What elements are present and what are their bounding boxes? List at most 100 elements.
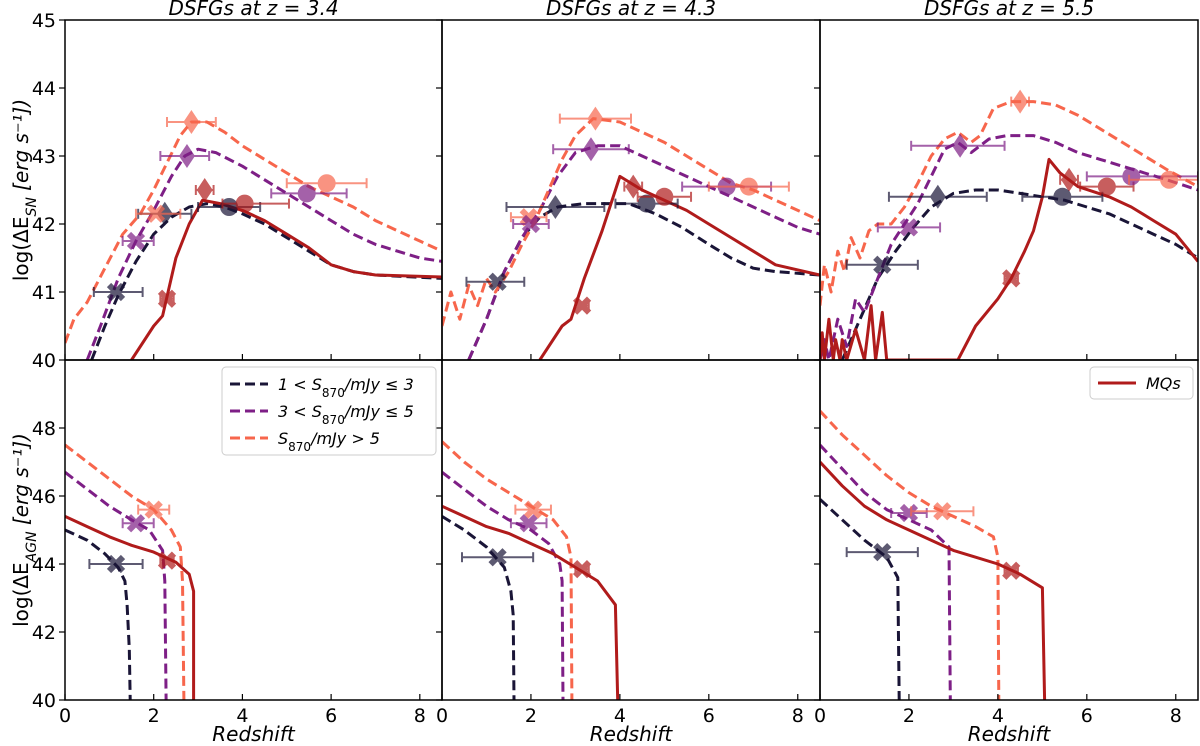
panel-agn-3: 0 2 4 6 8 (814, 359, 1199, 727)
series-line-mq (65, 515, 196, 700)
data-point-mid (910, 133, 1006, 158)
data-point-mq (636, 187, 693, 206)
y-tick-label: 43 (32, 146, 56, 168)
plot-area (442, 440, 620, 700)
x-tick-label: 0 (814, 705, 826, 727)
data-point-high (134, 204, 182, 223)
y-label-unit: [erg s⁻¹]) (9, 99, 33, 197)
marker-x (899, 218, 919, 237)
marker-x (873, 255, 892, 274)
legend-dsfg: 1 < S870/mJy ≤ 33 < S870/mJy ≤ 5S870/mJy… (221, 366, 437, 456)
plot-area (820, 409, 1047, 700)
legend-label-low: 1 < S870/mJy ≤ 3 (278, 375, 414, 400)
data-point-high (514, 500, 552, 519)
x-tick-label: 2 (903, 705, 915, 727)
series-line-mid (85, 147, 442, 360)
series-line-high (65, 443, 186, 700)
data-point-low (461, 548, 535, 567)
series-line-mid (820, 134, 1198, 360)
data-point-mid (1085, 167, 1198, 186)
marker-x (126, 231, 146, 251)
data-point-low (92, 282, 144, 302)
legend-mq: MQs (1089, 366, 1194, 400)
marker-diamond (547, 195, 564, 219)
data-point-high (910, 502, 975, 521)
marker-x (873, 542, 892, 562)
legend-label-high: S870/mJy > 5 (278, 429, 380, 454)
marker-circle (655, 187, 674, 206)
series-line-high (442, 440, 574, 700)
x-tick-label: 4 (614, 705, 626, 727)
y-tick-label: 45 (32, 10, 56, 32)
marker-circle (1053, 187, 1072, 206)
x-tick-label: 6 (1081, 705, 1093, 727)
marker-x (144, 500, 163, 519)
series-line-mid (820, 443, 952, 700)
y-tick-label: 41 (32, 282, 56, 304)
y-label-main: log(ΔE (9, 562, 33, 627)
marker-x (146, 204, 166, 223)
data-point-high (166, 110, 217, 134)
marker-x (488, 272, 507, 291)
series-line-low (442, 515, 516, 700)
marker-diamond (582, 137, 599, 162)
x-tick-label: 4 (992, 705, 1004, 727)
panel-frame (64, 19, 443, 361)
data-point-mq (221, 194, 290, 213)
legend-label-post: /mJy ≤ 3 (343, 375, 414, 394)
marker-circle (297, 184, 316, 203)
series-line-low (840, 188, 1198, 360)
marker-x (157, 289, 177, 308)
marker-x (106, 554, 126, 574)
data-point-high (1010, 89, 1031, 114)
marker-diamond (196, 178, 213, 202)
data-point-high (558, 106, 632, 131)
data-point-mid (121, 231, 155, 251)
x-tick-label: 0 (59, 705, 71, 727)
series-line-mq (538, 174, 820, 360)
legend-frame (221, 366, 437, 456)
series-line-high (820, 409, 1001, 700)
marker-circle (1160, 170, 1179, 189)
legend-label-mq: MQs (1146, 374, 1181, 393)
marker-diamond (1061, 167, 1078, 192)
series-line-mq (442, 504, 620, 700)
data-point-mq (157, 289, 177, 308)
marker-circle (220, 198, 239, 216)
legend-label-pre: 1 < S (278, 375, 322, 394)
panel-frame (819, 359, 1199, 701)
panel-title: DSFGs at z = 4.3 (546, 0, 716, 20)
data-point-low (505, 195, 606, 219)
marker-circle (1097, 177, 1116, 196)
x-tick-label: 0 (436, 705, 448, 727)
y-tick-label: 46 (32, 486, 56, 508)
data-point-mid (159, 144, 211, 168)
data-point-low (845, 542, 919, 562)
marker-circle (235, 194, 254, 213)
x-axis-label: Redshift (968, 722, 1052, 746)
marker-x (899, 503, 919, 523)
y-tick-label: 42 (32, 214, 56, 236)
marker-diamond (587, 106, 604, 131)
marker-circle (637, 194, 656, 213)
series-line-mq (820, 460, 1047, 700)
marker-diamond (1012, 89, 1029, 114)
marker-diamond (178, 144, 195, 168)
legend-label-pre: 3 < S (278, 402, 322, 421)
panel-agn-2: 0 2 4 6 8 (436, 359, 821, 727)
data-point-high (285, 174, 368, 193)
y-tick-label: 40 (32, 350, 56, 372)
data-point-mid (270, 184, 348, 203)
data-point-mq (157, 551, 177, 570)
series-line-mid (467, 144, 820, 360)
panel-title: DSFGs at z = 5.5 (924, 0, 1094, 20)
x-axis-label: Redshift (590, 722, 674, 746)
panel-sn-3 (814, 19, 1199, 361)
y-tick-label: 42 (32, 622, 56, 644)
x-tick-label: 2 (525, 705, 537, 727)
marker-diamond (625, 174, 642, 199)
y-axis-label: log(ΔESN [erg s⁻¹]) (9, 99, 40, 281)
data-point-mid (552, 137, 630, 162)
